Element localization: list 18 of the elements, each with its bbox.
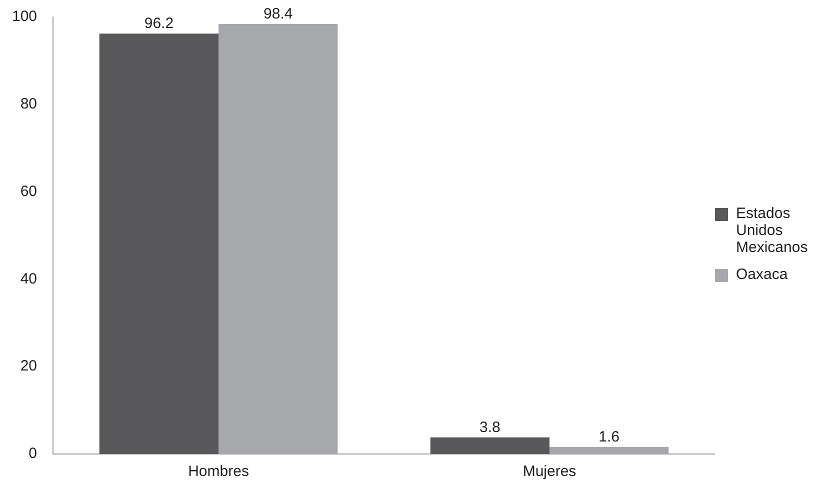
y-tick-label: 100 <box>12 8 38 26</box>
data-label: 96.2 <box>144 15 174 32</box>
bar <box>99 34 219 454</box>
legend-label: Oaxaca <box>736 266 788 283</box>
data-label: 98.4 <box>263 6 293 23</box>
data-label: 1.6 <box>598 428 620 446</box>
bar <box>550 447 669 454</box>
legend-label: Estados Unidos Mexicanos <box>736 205 809 256</box>
y-tick-label: 0 <box>28 445 38 462</box>
data-label: 3.8 <box>480 419 500 436</box>
y-tick-label: 80 <box>20 96 38 113</box>
y-tick-label: 60 <box>20 182 38 200</box>
y-tick-label: 40 <box>20 270 38 288</box>
y-tick-label: 20 <box>20 358 38 375</box>
bar <box>430 437 550 454</box>
bar <box>218 24 338 454</box>
x-tick-label: Mujeres <box>522 463 576 480</box>
x-tick-label: Hombres <box>188 463 249 480</box>
